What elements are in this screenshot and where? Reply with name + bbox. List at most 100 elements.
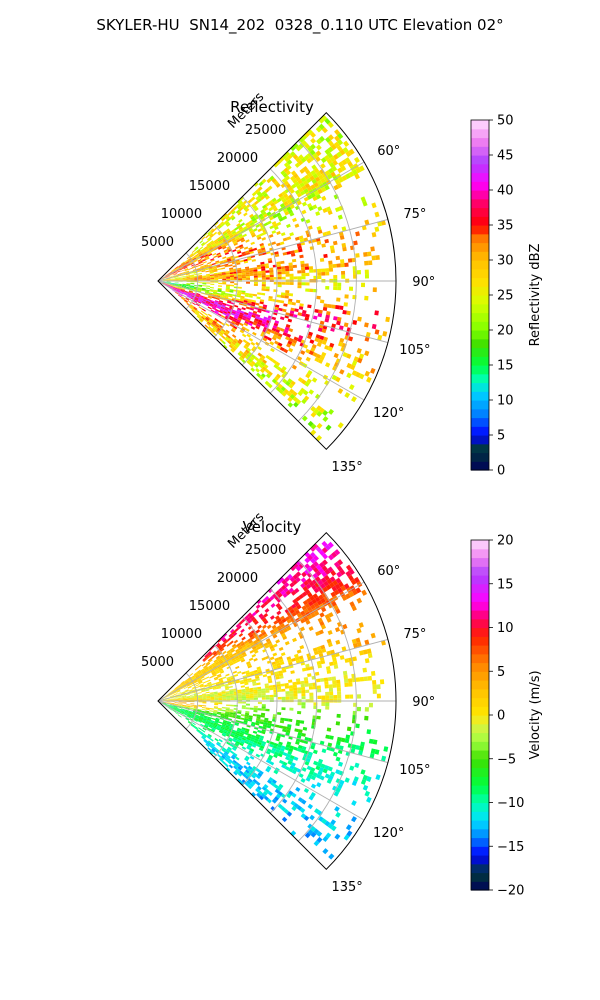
data-cell (169, 693, 174, 696)
data-cell (336, 713, 341, 718)
data-cell (197, 270, 202, 273)
data-cell (201, 662, 206, 667)
data-cell (243, 206, 248, 211)
data-cell (202, 314, 207, 318)
data-cell (175, 290, 180, 294)
data-cell (288, 265, 294, 269)
data-cell (212, 304, 218, 308)
data-cell (182, 698, 187, 700)
data-cell (206, 694, 211, 697)
data-cell (303, 580, 309, 586)
data-cell (197, 678, 202, 681)
data-cell (196, 728, 201, 733)
data-cell (190, 305, 194, 309)
data-cell (364, 715, 369, 721)
data-cell (227, 259, 232, 263)
data-cell (179, 687, 184, 690)
data-cell (169, 695, 174, 697)
data-cell (173, 707, 177, 710)
data-cell (370, 246, 375, 252)
data-cell (208, 740, 212, 744)
data-cell (197, 288, 202, 290)
data-cell (201, 315, 206, 319)
data-cell (219, 680, 224, 683)
data-cell (279, 195, 285, 201)
data-cell (269, 741, 275, 746)
data-cell (301, 140, 308, 146)
data-cell (330, 591, 337, 598)
data-cell (262, 304, 268, 308)
data-cell (190, 724, 195, 728)
data-cell (324, 268, 330, 272)
data-cell (261, 204, 267, 210)
data-cell (281, 669, 287, 673)
data-cell (162, 699, 167, 701)
data-cell (255, 361, 261, 366)
data-cell (313, 650, 319, 656)
data-cell (217, 711, 222, 714)
data-cell (213, 231, 218, 236)
data-cell (243, 765, 248, 770)
data-cell (324, 773, 330, 779)
data-cell (247, 300, 252, 304)
data-cell (222, 633, 228, 638)
data-cell (190, 696, 195, 698)
data-cell (253, 687, 258, 690)
data-cell (223, 344, 228, 349)
data-cell (352, 656, 358, 662)
data-cell (366, 796, 372, 803)
data-cell (177, 288, 181, 291)
data-cell (202, 698, 207, 700)
data-cell (289, 582, 295, 588)
colorbar-segment (471, 741, 489, 751)
data-cell (289, 267, 294, 272)
data-field (161, 540, 389, 860)
data-cell (297, 312, 303, 316)
data-cell (239, 770, 244, 775)
data-cell (174, 696, 179, 698)
data-cell (211, 662, 216, 666)
data-cell (226, 258, 232, 261)
colorbar-segment (471, 828, 489, 839)
data-cell (174, 276, 179, 278)
data-cell (216, 673, 222, 677)
data-cell (181, 262, 185, 265)
data-cell (190, 697, 195, 699)
data-cell (213, 693, 219, 696)
data-cell (255, 678, 260, 682)
data-cell (276, 242, 281, 247)
data-cell (253, 693, 258, 696)
data-cell (239, 246, 244, 250)
data-cell (275, 329, 281, 334)
data-cell (314, 393, 321, 400)
data-cell (303, 196, 309, 202)
data-cell (235, 320, 241, 325)
data-cell (178, 701, 183, 703)
data-cell (174, 283, 179, 286)
azimuth-spoke (157, 161, 365, 282)
data-cell (230, 276, 235, 279)
data-cell (271, 230, 277, 235)
data-cell (305, 348, 311, 354)
data-cell (245, 274, 250, 277)
data-cell (311, 343, 317, 349)
data-cell (355, 231, 360, 237)
data-cell (307, 172, 313, 178)
data-cell (289, 707, 294, 711)
data-cell (284, 196, 291, 201)
data-cell (202, 251, 207, 255)
data-cell (200, 317, 205, 321)
data-cell (186, 279, 191, 281)
data-cell (251, 645, 257, 650)
data-cell (289, 276, 294, 280)
data-cell (209, 710, 214, 713)
data-cell (226, 334, 231, 339)
data-cell (319, 740, 325, 746)
data-cell (207, 733, 212, 738)
data-cell (268, 295, 273, 299)
data-cell (174, 283, 179, 285)
data-cell (287, 659, 293, 663)
data-cell (228, 232, 233, 237)
colorbar-segment (471, 408, 489, 419)
data-cell (177, 693, 182, 695)
